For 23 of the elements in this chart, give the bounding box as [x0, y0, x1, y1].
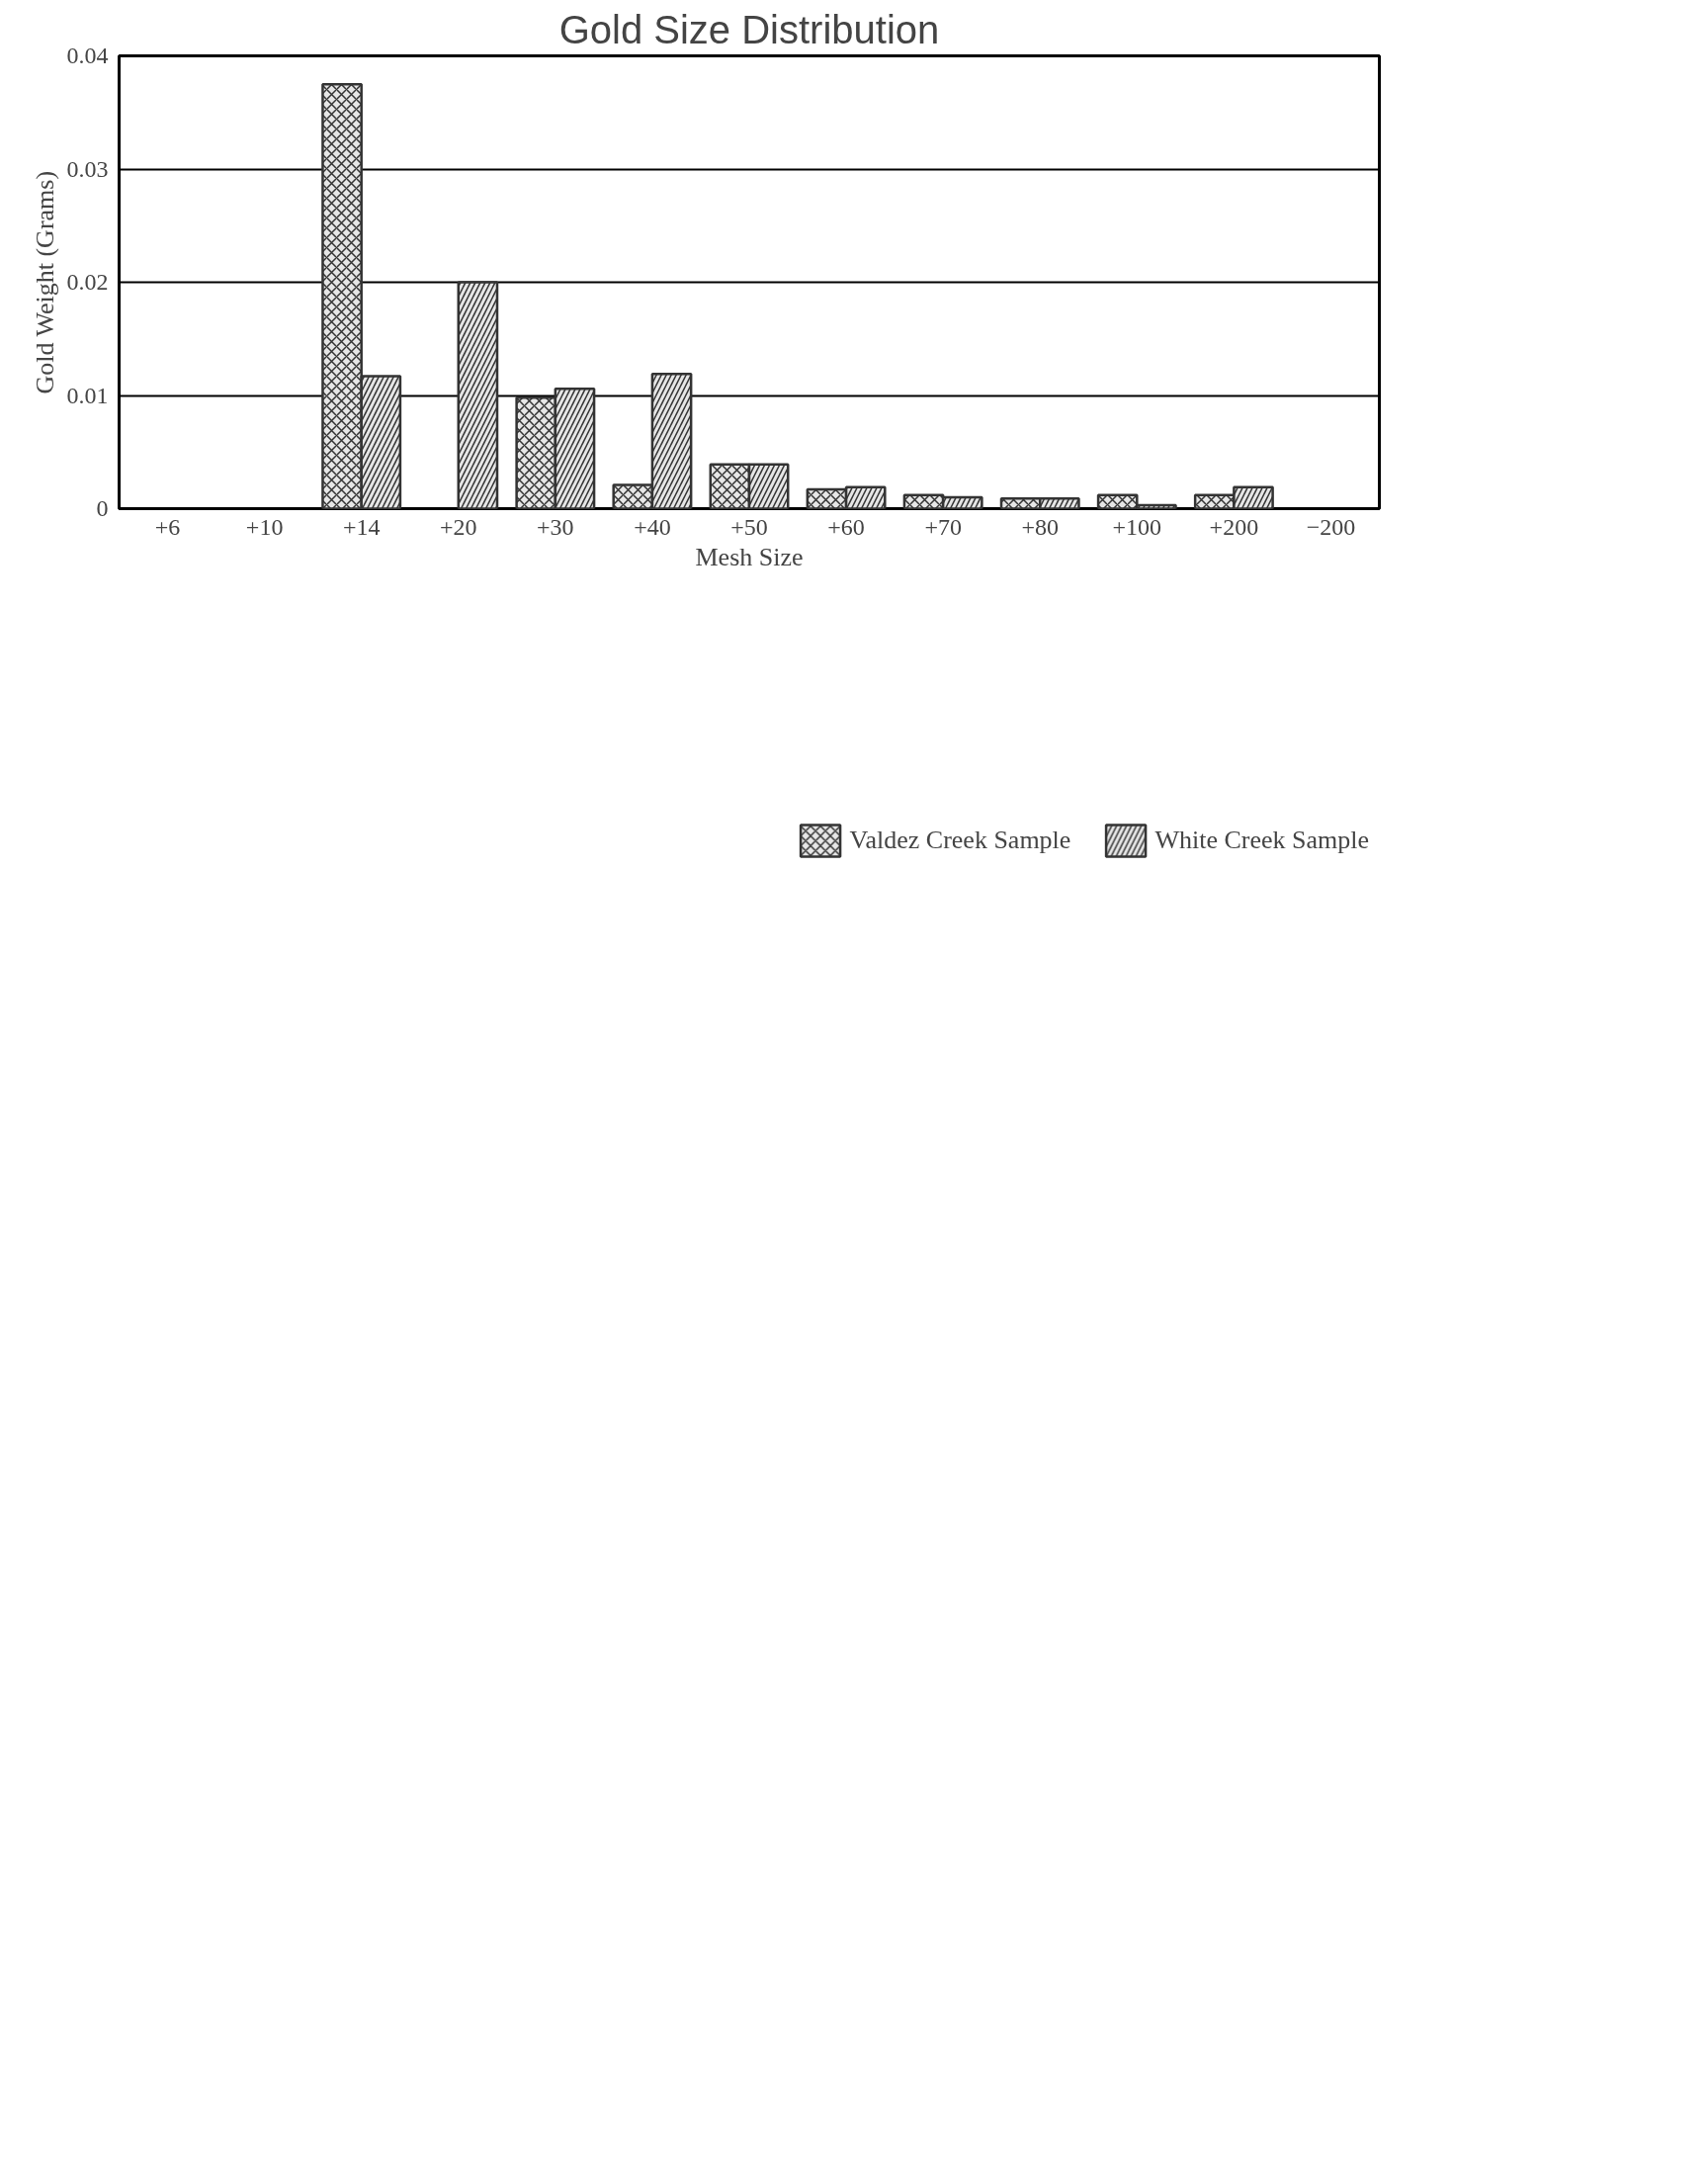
x-tick-label: +200 [1209, 513, 1259, 540]
x-tick-label: +100 [1112, 513, 1162, 540]
y-tick-label: 0.01 [66, 382, 109, 408]
x-tick-label: +20 [440, 513, 477, 540]
y-tick-label: 0 [96, 495, 109, 521]
x-tick-label: +70 [924, 513, 962, 540]
x-tick-label: +60 [827, 513, 865, 540]
legend-label: White Creek Sample [1154, 826, 1369, 855]
y-tick-label: 0.04 [66, 43, 109, 68]
x-tick-label: −200 [1306, 513, 1356, 540]
x-tick-label: +80 [1021, 513, 1060, 540]
x-tick-label: +14 [342, 513, 381, 540]
x-tick-label: +40 [634, 513, 671, 540]
chart-title: Gold Size Distribution [558, 7, 940, 51]
x-tick-label: +50 [730, 513, 768, 540]
x-tick-label: +6 [154, 513, 181, 540]
y-tick-label: 0.03 [66, 155, 109, 182]
x-tick-label: +30 [537, 513, 574, 540]
legend-label: Valdez Creek Sample [849, 826, 1071, 855]
y-tick-label: 0.02 [66, 269, 109, 295]
x-axis-title: Mesh Size [695, 542, 804, 571]
x-tick-label: +10 [245, 513, 284, 540]
y-axis-title: Gold Weight (Grams) [30, 170, 59, 394]
